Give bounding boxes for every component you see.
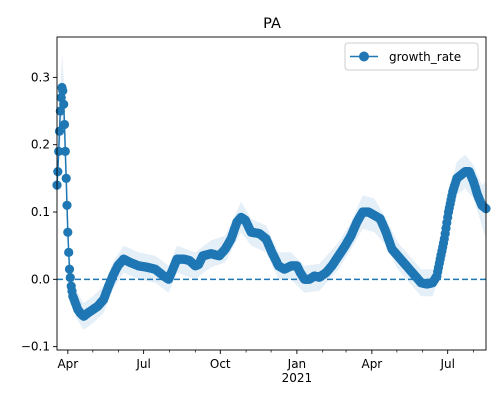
data-point <box>58 86 68 96</box>
data-point <box>60 146 70 156</box>
x-tick-year-label: 2021 <box>282 371 313 385</box>
y-tick-label: 0.2 <box>31 138 50 152</box>
chart-title: PA <box>263 16 281 32</box>
y-tick-label: 0.0 <box>31 272 50 286</box>
x-tick-label: Apr <box>361 357 382 371</box>
y-tick-label: 0.3 <box>31 70 50 84</box>
legend: growth_rate <box>344 42 479 71</box>
data-point <box>61 173 71 183</box>
data-point <box>54 146 64 156</box>
plot-frame <box>56 36 487 351</box>
data-point <box>64 247 74 257</box>
data-point <box>59 99 69 109</box>
data-point <box>53 167 63 177</box>
growth-rate-series <box>52 82 491 321</box>
confidence-band-area <box>57 53 486 330</box>
legend-marker <box>359 51 369 62</box>
legend-box <box>344 42 479 71</box>
confidence-band <box>57 53 486 330</box>
data-point <box>63 227 73 237</box>
x-tick-label: Oct <box>210 357 231 371</box>
x-tick-label: Apr <box>57 357 78 371</box>
data-point <box>64 264 75 274</box>
data-point <box>65 273 75 283</box>
x-tick-label: Jul <box>439 357 454 371</box>
x-tick-label: Jul <box>135 357 150 371</box>
y-tick-label: −0.1 <box>21 340 50 354</box>
data-point <box>59 119 70 130</box>
legend-label: growth_rate <box>389 50 461 64</box>
y-tick-label: 0.1 <box>31 205 50 219</box>
x-tick-label: Jan <box>287 357 307 371</box>
data-point <box>62 200 72 210</box>
